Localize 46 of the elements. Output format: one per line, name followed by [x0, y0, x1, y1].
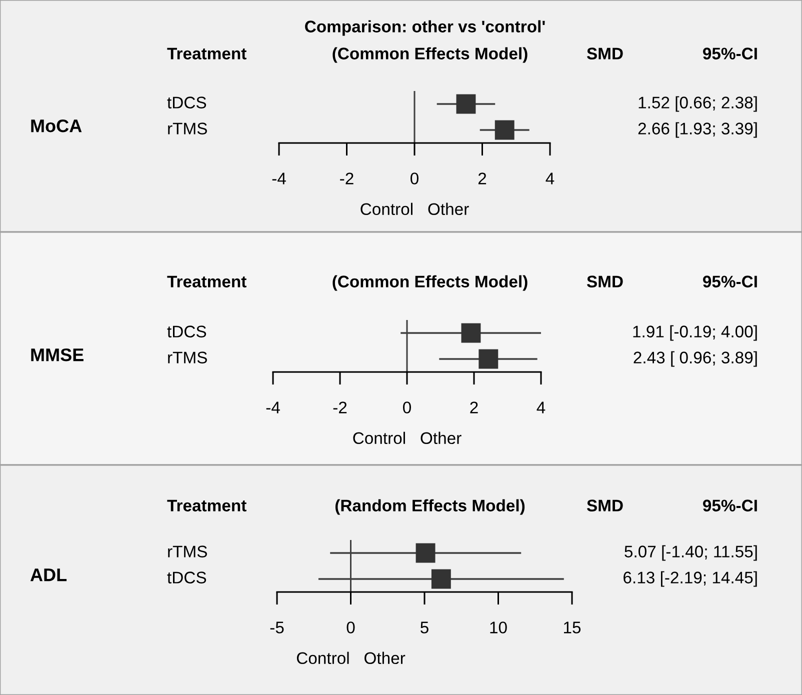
text: 95%-CI	[703, 48, 757, 60]
x-axis-title: Control Other	[353, 432, 462, 444]
x-tick-label: 10	[490, 622, 507, 634]
chart-subtitle: (Common Effects Model)	[332, 47, 528, 63]
text: Treatment	[167, 276, 246, 288]
chart-subtitle: (Random Effects Model)	[335, 499, 525, 515]
x-tick-label: 0	[403, 402, 411, 414]
data-label: 1.52 [0.66; 2.38]	[638, 96, 757, 112]
data-label: 6.13 [-2.19; 14.45]	[624, 571, 757, 587]
y-axis-title: MoCA	[31, 119, 82, 132]
y-tick-label: rTMS	[168, 122, 207, 134]
text: SMD	[586, 500, 623, 512]
x-tick-label: 2	[470, 402, 478, 414]
y-tick-label: rTMS	[168, 546, 207, 558]
text: Treatment	[167, 48, 246, 60]
y-tick-label: tDCS	[167, 572, 206, 584]
x-tick-label: 0	[346, 622, 355, 634]
x-tick-label: -5	[270, 622, 284, 634]
x-tick-label: -4	[266, 402, 280, 414]
x-tick-label: -2	[333, 402, 347, 414]
y-axis-title: MMSE	[31, 348, 84, 362]
text: SMD	[586, 276, 623, 288]
x-tick-label: 5	[420, 622, 428, 634]
chart-title: Comparison: other vs 'control'	[305, 20, 545, 36]
x-axis-title: Control Other	[296, 652, 406, 664]
x-tick-label: 0	[410, 172, 418, 184]
text: SMD	[586, 48, 623, 60]
x-tick-label: -4	[272, 172, 286, 184]
y-axis-title: ADL	[30, 568, 67, 582]
x-tick-label: 15	[564, 622, 581, 634]
y-tick-label: tDCS	[167, 96, 206, 108]
data-label: 1.91 [-0.19; 4.00]	[633, 325, 757, 341]
x-axis-title: Control Other	[360, 202, 469, 216]
x-tick-label: 4	[536, 402, 546, 414]
x-tick-label: -2	[340, 172, 354, 184]
chart-subtitle: (Common Effects Model)	[332, 275, 528, 291]
text: 95%-CI	[703, 500, 757, 512]
data-label: 5.07 [-1.40; 11.55]	[624, 545, 757, 561]
x-tick-label: 2	[478, 172, 486, 184]
text: Treatment	[167, 500, 246, 512]
data-label: 2.43 [ 0.96; 3.89]	[634, 351, 757, 367]
x-tick-label: 4	[546, 172, 554, 184]
text: 95%-CI	[703, 276, 757, 288]
y-tick-label: tDCS	[167, 326, 206, 338]
data-label: 2.66 [1.93; 3.39]	[638, 122, 757, 138]
y-tick-label: rTMS	[168, 352, 207, 364]
